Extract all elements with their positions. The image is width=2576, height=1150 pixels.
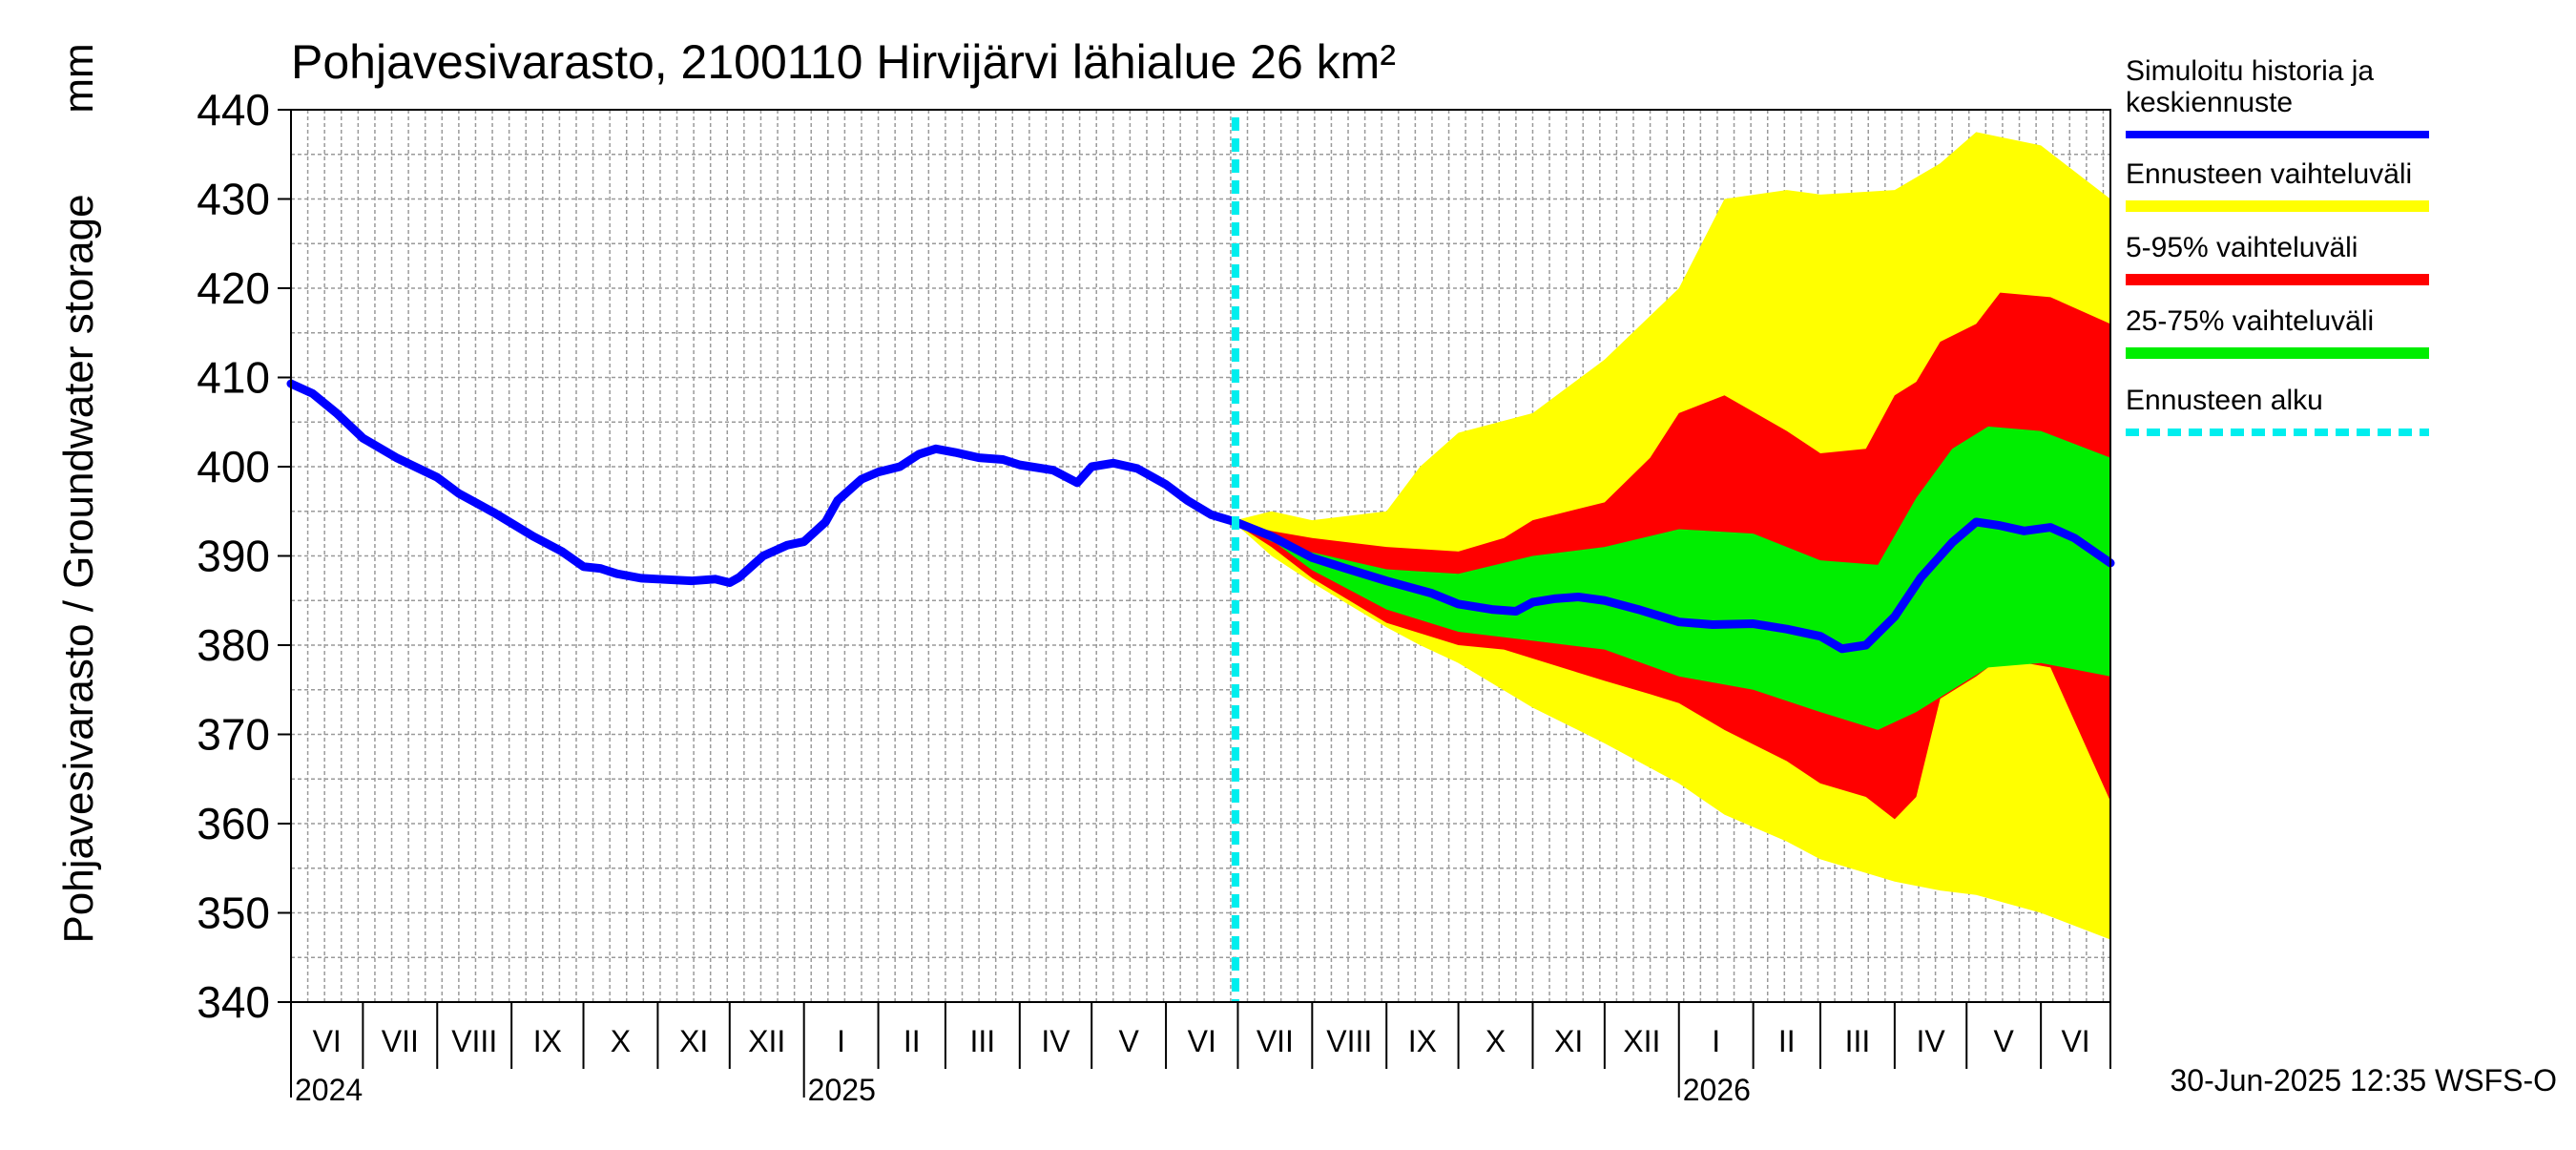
chart-title: Pohjavesivarasto, 2100110 Hirvijärvi läh… xyxy=(291,35,1396,89)
month-label: XI xyxy=(1554,1024,1583,1058)
month-label: III xyxy=(1845,1024,1871,1058)
year-label: 2026 xyxy=(1683,1073,1751,1107)
month-label: X xyxy=(1485,1024,1506,1058)
y-axis-unit: mm xyxy=(55,43,102,113)
footer-timestamp: 30-Jun-2025 12:35 WSFS-O xyxy=(2170,1063,2557,1098)
mean-series-line xyxy=(286,379,2115,654)
legend-label: Ennusteen vaihteluväli xyxy=(2126,158,2412,190)
month-label: VII xyxy=(1257,1024,1294,1058)
month-label: VIII xyxy=(451,1024,497,1058)
y-tick-label: 400 xyxy=(197,442,270,491)
month-label: IV xyxy=(1041,1024,1070,1058)
month-label: VI xyxy=(1188,1024,1216,1058)
month-label: XII xyxy=(1623,1024,1660,1058)
legend-label: 5-95% vaihteluväli xyxy=(2126,232,2358,263)
y-tick-label: 350 xyxy=(197,889,270,938)
month-label: XII xyxy=(748,1024,785,1058)
y-tick-label: 410 xyxy=(197,353,270,403)
month-label: II xyxy=(1778,1024,1796,1058)
month-label: II xyxy=(904,1024,921,1058)
month-label: IX xyxy=(1408,1024,1437,1058)
month-label: I xyxy=(837,1024,845,1058)
month-label: I xyxy=(1712,1024,1720,1058)
month-label: VIII xyxy=(1326,1024,1372,1058)
month-label: IX xyxy=(533,1024,562,1058)
month-label: III xyxy=(970,1024,996,1058)
legend-label: Simuloitu historia ja xyxy=(2126,55,2374,87)
y-axis-label: Pohjavesivarasto / Groundwater storage xyxy=(55,194,102,943)
y-tick-label: 380 xyxy=(197,620,270,670)
series-lines xyxy=(286,117,2115,1002)
y-tick-label: 430 xyxy=(197,175,270,224)
band-00ee00 xyxy=(1235,426,2110,730)
forecast-bands xyxy=(1235,132,2110,940)
legend-label: Ennusteen alku xyxy=(2126,385,2323,416)
legend-label: 25-75% vaihteluväli xyxy=(2126,305,2374,337)
y-tick-label: 390 xyxy=(197,532,270,581)
month-label: VI xyxy=(2061,1024,2089,1058)
month-label: IV xyxy=(1916,1024,1945,1058)
month-label: XI xyxy=(679,1024,708,1058)
month-label: X xyxy=(611,1024,631,1058)
y-tick-label: 370 xyxy=(197,710,270,760)
y-tick-label: 440 xyxy=(197,85,270,135)
legend-label: keskiennuste xyxy=(2126,87,2293,118)
year-label: 2025 xyxy=(808,1073,876,1107)
y-tick-label: 420 xyxy=(197,263,270,313)
year-label: 2024 xyxy=(295,1073,363,1107)
month-label: VI xyxy=(313,1024,342,1058)
y-tick-label: 360 xyxy=(197,799,270,848)
month-label: VII xyxy=(382,1024,419,1058)
y-tick-label: 340 xyxy=(197,977,270,1027)
month-label: V xyxy=(1994,1024,2015,1058)
month-label: V xyxy=(1118,1024,1139,1058)
